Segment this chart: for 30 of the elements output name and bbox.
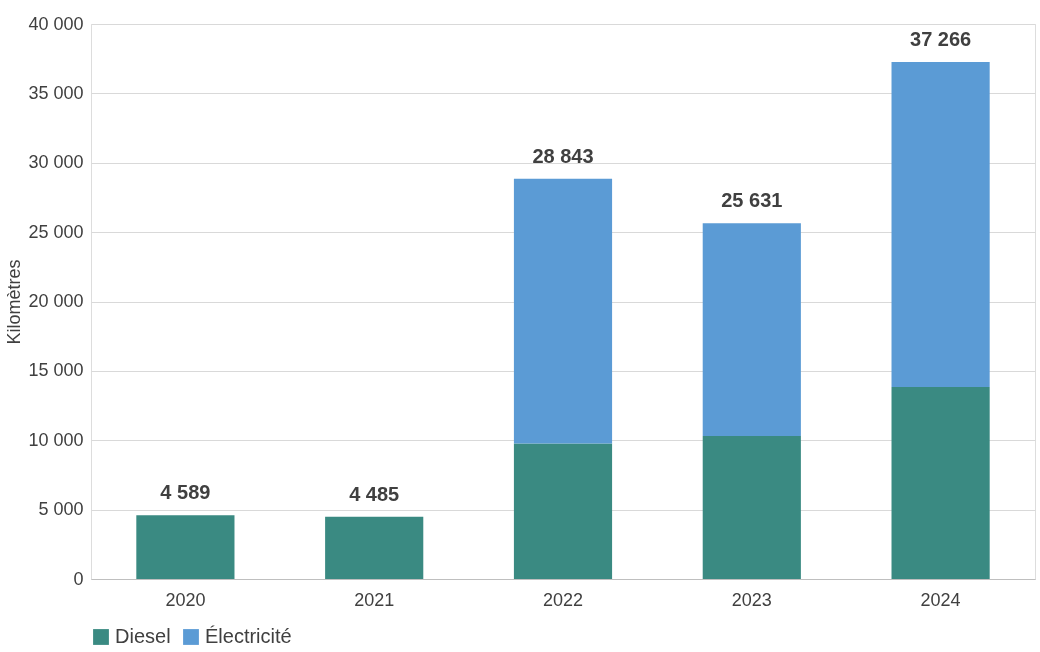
total-label: 28 843 — [532, 144, 594, 167]
x-tick-label: 2022 — [542, 589, 584, 610]
x-tick-label: 2023 — [731, 589, 772, 610]
y-tick-label: 25 000 — [28, 221, 84, 242]
x-tick-label: 2020 — [165, 589, 206, 610]
y-axis-title: Kilomètres — [4, 259, 25, 345]
x-tick-label: 2021 — [354, 589, 395, 610]
y-tick-label: 10 000 — [28, 429, 84, 450]
y-tick-label: 15 000 — [28, 360, 84, 381]
y-tick-label: 0 — [73, 568, 84, 589]
legend-label: Électricité — [205, 625, 292, 647]
bar — [702, 435, 801, 579]
y-tick-label: 35 000 — [28, 82, 84, 103]
y-tick-label: 40 000 — [28, 13, 84, 34]
bar — [136, 515, 235, 579]
bar — [891, 61, 990, 388]
y-tick-label: 5 000 — [38, 499, 84, 520]
total-label: 37 266 — [910, 27, 972, 50]
total-label: 4 485 — [349, 482, 400, 505]
bar — [513, 178, 613, 444]
bar — [891, 387, 990, 579]
y-tick-label: 30 000 — [28, 152, 84, 173]
bar — [325, 516, 424, 579]
bar — [513, 443, 613, 579]
y-tick-label: 20 000 — [28, 291, 84, 311]
legend-label: Diesel — [115, 625, 171, 647]
bar — [702, 223, 801, 436]
x-tick-label: 2024 — [920, 589, 961, 610]
total-label: 25 631 — [721, 189, 783, 212]
total-label: 4 589 — [160, 481, 211, 504]
